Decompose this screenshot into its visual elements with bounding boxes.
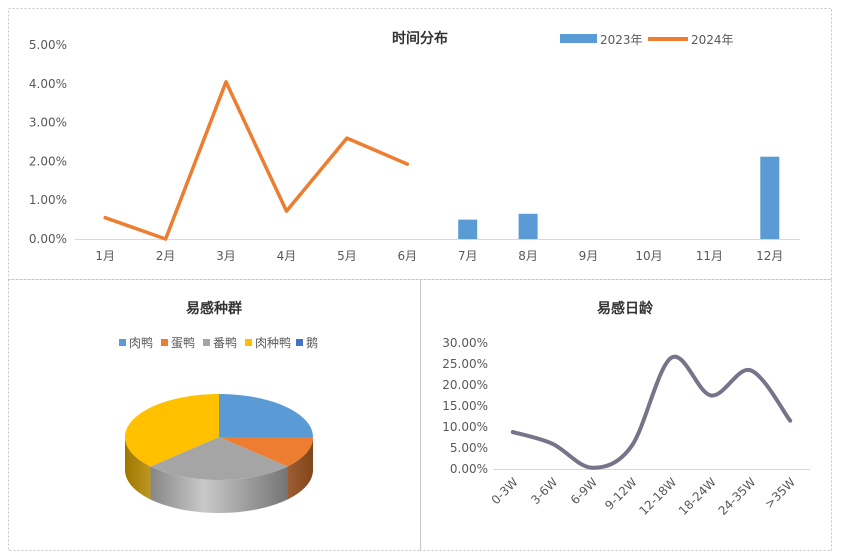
y-tick-label: 2.00% bbox=[29, 154, 67, 168]
bar-series-1-cat-8 bbox=[518, 213, 538, 239]
y-tick-label: 1.00% bbox=[29, 193, 67, 207]
pie-legend-label-3: 番鸭 bbox=[213, 336, 237, 350]
x-tick-label: 10月 bbox=[635, 249, 662, 263]
line-series-2-point-cat-1 bbox=[103, 216, 107, 220]
line-series-1-point-cat-4 bbox=[629, 444, 634, 448]
x-tick-label: 6月 bbox=[397, 249, 417, 263]
pie-legend-label-5: 鹅 bbox=[306, 336, 318, 350]
chart-susceptible-age: 易感日龄 0.00% 5.00% 10.00% 15.00% 20.00% 25.00% 3… bbox=[442, 300, 810, 518]
legend-label-series-1: 2023年 bbox=[600, 33, 643, 47]
pie-legend-label-2: 蛋鸭 bbox=[171, 336, 195, 350]
chart-title-susceptible-population: 易感种群 bbox=[186, 300, 242, 317]
line-series-2-point-cat-6 bbox=[405, 162, 409, 166]
line-series-2 bbox=[103, 80, 410, 241]
x-tick-label: 11月 bbox=[696, 249, 723, 263]
pie-slice-1 bbox=[219, 394, 313, 437]
line-series-2-point-cat-5 bbox=[345, 136, 349, 140]
line-series-1-point-cat-3 bbox=[590, 465, 594, 470]
x-tick-label: 9月 bbox=[579, 249, 599, 263]
x-tick-label: 9-12W bbox=[602, 475, 640, 513]
bar-series-1-cat-12 bbox=[760, 156, 780, 239]
panel-susceptible-age bbox=[420, 279, 832, 551]
pie-legend-label-1: 肉鸭 bbox=[129, 336, 153, 350]
plot-area-susceptible-population bbox=[125, 394, 313, 513]
y-tick-label: 5.00% bbox=[450, 441, 488, 455]
y-tick-label: 20.00% bbox=[442, 378, 488, 392]
x-tick-label: 12月 bbox=[756, 249, 783, 263]
line-series-1-point-cat-8 bbox=[788, 418, 792, 423]
x-tick-label: >35W bbox=[762, 475, 798, 511]
pie-slice-side-4 bbox=[125, 437, 151, 500]
pie-legend-swatch-4 bbox=[245, 339, 252, 346]
x-tick-label: 0-3W bbox=[489, 475, 521, 507]
y-tick-label: 0.00% bbox=[29, 232, 67, 246]
line-series-1-point-cat-7 bbox=[748, 368, 753, 373]
x-tick-label: 4月 bbox=[277, 249, 297, 263]
x-tick-label: 6-9W bbox=[568, 475, 600, 507]
plot-area-susceptible-age: 0.00% 5.00% 10.00% 15.00% 20.00% 25.00% 30.00%… bbox=[442, 336, 810, 518]
pie-slice-2 bbox=[219, 437, 313, 467]
chart-susceptible-population: 易感种群 肉鸭 蛋鸭 番鸭 肉种鸭 鹅 bbox=[119, 300, 318, 513]
x-tick-label: 3月 bbox=[216, 249, 236, 263]
line-series-2-point-cat-4 bbox=[284, 209, 289, 213]
line-series-1-point-cat-2 bbox=[550, 442, 555, 446]
pie-legend-swatch-1 bbox=[119, 339, 126, 346]
legend-label-series-2: 2024年 bbox=[691, 33, 734, 47]
line-series-1-point-cat-6 bbox=[709, 393, 713, 398]
panel-susceptible-population bbox=[8, 279, 421, 551]
x-tick-label: 3-6W bbox=[528, 475, 560, 507]
pie-legend-swatch-3 bbox=[203, 339, 210, 346]
legend-time-distribution: 2023年 2024年 bbox=[560, 33, 734, 47]
pie-slice-4 bbox=[125, 394, 219, 467]
chart-title-susceptible-age: 易感日龄 bbox=[597, 300, 654, 317]
legend-susceptible-population: 肉鸭 蛋鸭 番鸭 肉种鸭 鹅 bbox=[119, 336, 318, 350]
pie-legend-swatch-2 bbox=[161, 339, 168, 346]
x-tick-label: 5月 bbox=[337, 249, 357, 263]
line-series-2-point-cat-3 bbox=[224, 80, 228, 84]
line-series-1 bbox=[510, 354, 793, 470]
x-tick-label: 12-18W bbox=[636, 475, 679, 518]
panel-time-distribution bbox=[8, 8, 832, 280]
x-tick-label: 7月 bbox=[458, 249, 478, 263]
line-series-1-point-cat-1 bbox=[511, 430, 515, 434]
pie-slice-side-2 bbox=[287, 437, 313, 500]
legend-swatch-series-1 bbox=[560, 34, 597, 43]
pie-slice-3 bbox=[150, 437, 288, 480]
x-tick-label: 1月 bbox=[95, 249, 115, 263]
x-tick-label: 18-24W bbox=[676, 475, 719, 518]
line-series-1-point-cat-5 bbox=[669, 355, 674, 360]
pie-legend-swatch-5 bbox=[296, 339, 303, 346]
chart-time-distribution: 时间分布 2023年 2024年 0.00% 1.00% 2.00% 3.00% 4.0… bbox=[29, 30, 800, 263]
y-tick-label: 5.00% bbox=[29, 38, 67, 52]
x-tick-label: 24-35W bbox=[716, 475, 759, 518]
plot-area-time-distribution: 0.00% 1.00% 2.00% 3.00% 4.00% 5.00% 1月 2月 3月 4月 5月… bbox=[29, 38, 800, 263]
x-tick-label: 8月 bbox=[518, 249, 538, 263]
line-series-2-point-cat-2 bbox=[164, 237, 168, 241]
pie-slice-side-3 bbox=[150, 466, 288, 513]
y-tick-label: 4.00% bbox=[29, 77, 67, 91]
y-tick-label: 3.00% bbox=[29, 116, 67, 130]
y-tick-label: 10.00% bbox=[442, 420, 488, 434]
bar-series-1-cat-7 bbox=[458, 219, 478, 239]
y-tick-label: 15.00% bbox=[442, 399, 488, 413]
y-tick-label: 25.00% bbox=[442, 357, 488, 371]
y-tick-label: 0.00% bbox=[450, 462, 488, 476]
pie-legend-label-4: 肉种鸭 bbox=[255, 336, 291, 350]
x-tick-label: 2月 bbox=[156, 249, 176, 263]
y-tick-label: 30.00% bbox=[442, 336, 488, 350]
chart-title-time-distribution: 时间分布 bbox=[392, 30, 448, 47]
